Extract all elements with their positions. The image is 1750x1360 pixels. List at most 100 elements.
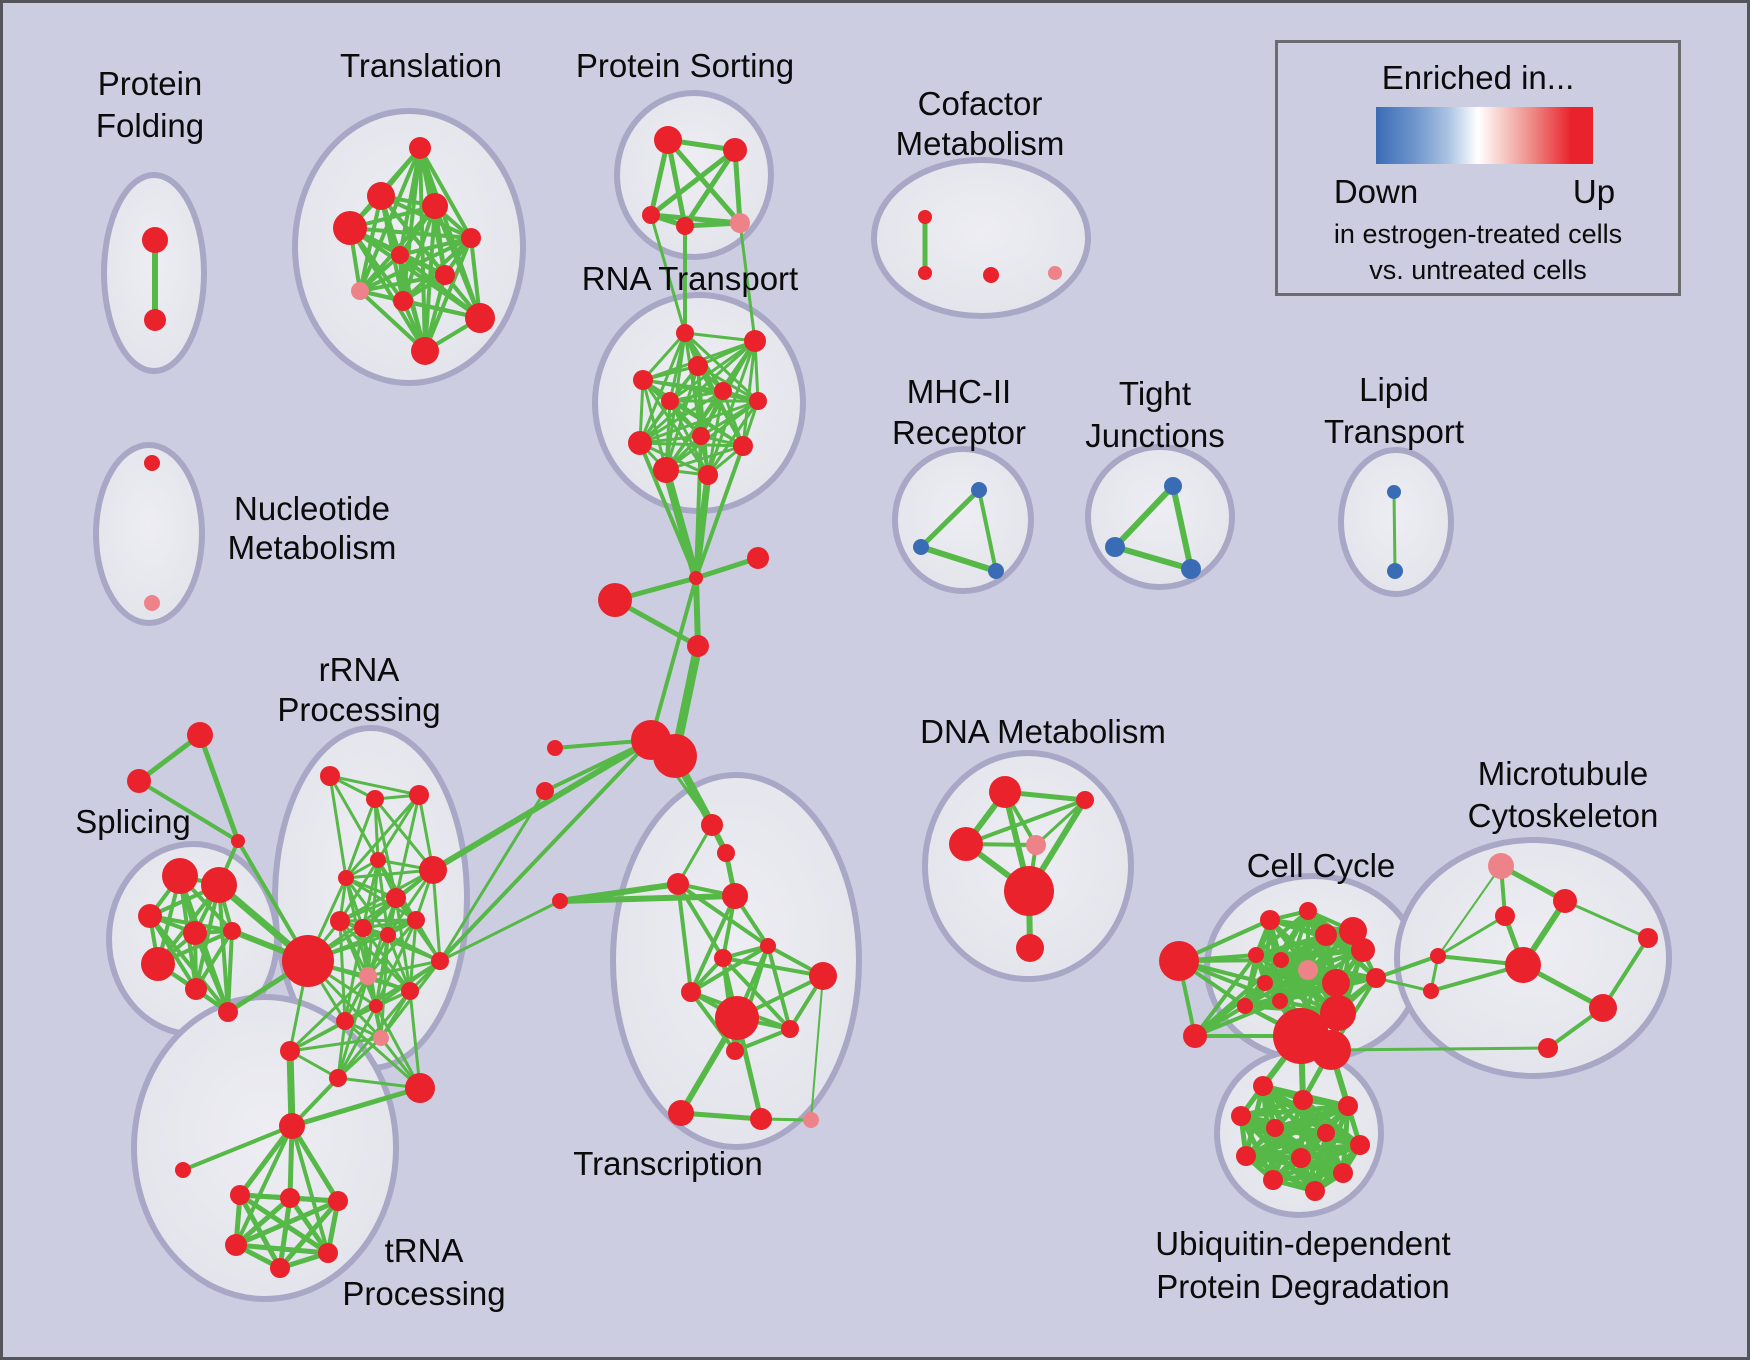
- cluster-label-tight-junctions: Tight: [1119, 375, 1191, 412]
- cluster-ellipse-tight-junctions: [1085, 444, 1235, 590]
- node-cr: [747, 547, 769, 569]
- cluster-ellipse-cofactor-metabolism: [871, 157, 1091, 319]
- node-ub6: [1317, 1124, 1335, 1142]
- node-cc7: [1257, 975, 1273, 991]
- node-rt5: [714, 382, 732, 400]
- node-rr4: [370, 852, 386, 868]
- edge: [664, 444, 745, 472]
- node-cf3: [983, 267, 999, 283]
- cluster-label-transcription: Transcription: [573, 1145, 763, 1182]
- cluster-label-cofactor-metabolism: Cofactor: [918, 85, 1043, 122]
- edge: [676, 823, 714, 886]
- cluster-label-ubiquitin-degradation: Protein Degradation: [1156, 1268, 1450, 1305]
- cluster-label-microtubule-cytoskeleton: Cytoskeleton: [1468, 797, 1659, 834]
- edge: [137, 779, 240, 843]
- edge: [648, 147, 738, 218]
- cluster-label-mhc-ii-receptor: Receptor: [892, 414, 1026, 451]
- node-sp7: [185, 978, 207, 1000]
- node-cc14: [1320, 995, 1356, 1031]
- node-tr2: [367, 182, 395, 210]
- node-cf4: [1048, 266, 1062, 280]
- node-rt10: [733, 436, 753, 456]
- edge: [237, 1192, 283, 1271]
- node-tc12: [668, 1100, 694, 1126]
- node-tc6: [760, 938, 776, 954]
- node-dm6: [1016, 934, 1044, 962]
- node-rr13: [359, 967, 377, 985]
- edge: [277, 1195, 293, 1271]
- node-rt6: [661, 392, 679, 410]
- node-tr11: [411, 337, 439, 365]
- node-ub2: [1293, 1090, 1313, 1110]
- node-tj2: [1105, 537, 1125, 557]
- node-cc13: [1272, 993, 1288, 1009]
- edge: [694, 444, 745, 580]
- edge: [1170, 483, 1194, 572]
- node-st2: [127, 769, 151, 793]
- edge: [741, 339, 757, 448]
- cluster-label-nucleotide-metabolism: Metabolism: [228, 529, 397, 566]
- legend-title: Enriched in...: [1381, 59, 1575, 96]
- edge: [277, 1198, 341, 1271]
- edge: [373, 797, 435, 872]
- edge: [438, 899, 562, 963]
- edge: [1392, 490, 1397, 573]
- edge: [668, 339, 757, 403]
- edge: [638, 339, 757, 445]
- node-sp2: [201, 867, 237, 903]
- edge: [638, 441, 745, 448]
- edge: [706, 399, 760, 477]
- edge: [430, 737, 654, 873]
- edge: [1329, 1046, 1550, 1052]
- edge: [398, 236, 473, 257]
- edge: [234, 1124, 294, 1247]
- node-rt3: [688, 356, 708, 376]
- cluster-label-ubiquitin-degradation: Ubiquitin-dependent: [1155, 1225, 1450, 1262]
- node-sp1: [162, 858, 198, 894]
- node-mt8: [1589, 994, 1617, 1022]
- edge: [344, 797, 377, 880]
- edge: [290, 1124, 330, 1255]
- node-tx4: [225, 1234, 247, 1256]
- node-rt8: [692, 427, 710, 445]
- cluster-ellipse-lipid-transport: [1338, 447, 1454, 597]
- node-nm2: [144, 595, 160, 611]
- cluster-label-microtubule-cytoskeleton: Microtubule: [1478, 755, 1649, 792]
- edge: [366, 959, 442, 978]
- cluster-label-trna-processing: Processing: [342, 1275, 505, 1312]
- node-tj3: [1181, 559, 1201, 579]
- edge: [374, 918, 418, 1008]
- node-lt1: [1387, 485, 1401, 499]
- edge: [328, 774, 348, 880]
- node-cc4: [1339, 917, 1367, 945]
- node-tc10: [781, 1020, 799, 1038]
- node-tx1: [230, 1185, 250, 1205]
- edge: [557, 893, 738, 904]
- edge: [683, 331, 757, 343]
- node-sp8: [218, 1002, 238, 1022]
- cluster-label-cell-cycle: Cell Cycle: [1247, 847, 1396, 884]
- node-ps1: [654, 126, 682, 154]
- node-tr7: [435, 265, 455, 285]
- node-tc9: [715, 996, 759, 1040]
- legend-up-label: Up: [1572, 173, 1616, 210]
- node-tc7: [809, 962, 837, 990]
- node-rt9: [628, 431, 652, 455]
- edge: [683, 331, 760, 403]
- node-tr4: [333, 211, 367, 245]
- edge: [1563, 899, 1650, 940]
- edge: [289, 1085, 423, 1129]
- node-mt7: [1638, 928, 1658, 948]
- edge: [964, 798, 1087, 846]
- edge: [721, 956, 792, 1031]
- edge: [433, 204, 482, 320]
- edge: [408, 989, 422, 1090]
- cluster-label-lipid-transport: Lipid: [1359, 371, 1429, 408]
- node-tr9: [393, 291, 413, 311]
- edge: [288, 974, 370, 1053]
- edge: [289, 1123, 341, 1204]
- node-cm: [687, 635, 709, 657]
- legend-caption-line2: vs. untreated cells: [1369, 255, 1587, 285]
- node-cc3: [1315, 924, 1337, 946]
- node-mt4: [1430, 948, 1446, 964]
